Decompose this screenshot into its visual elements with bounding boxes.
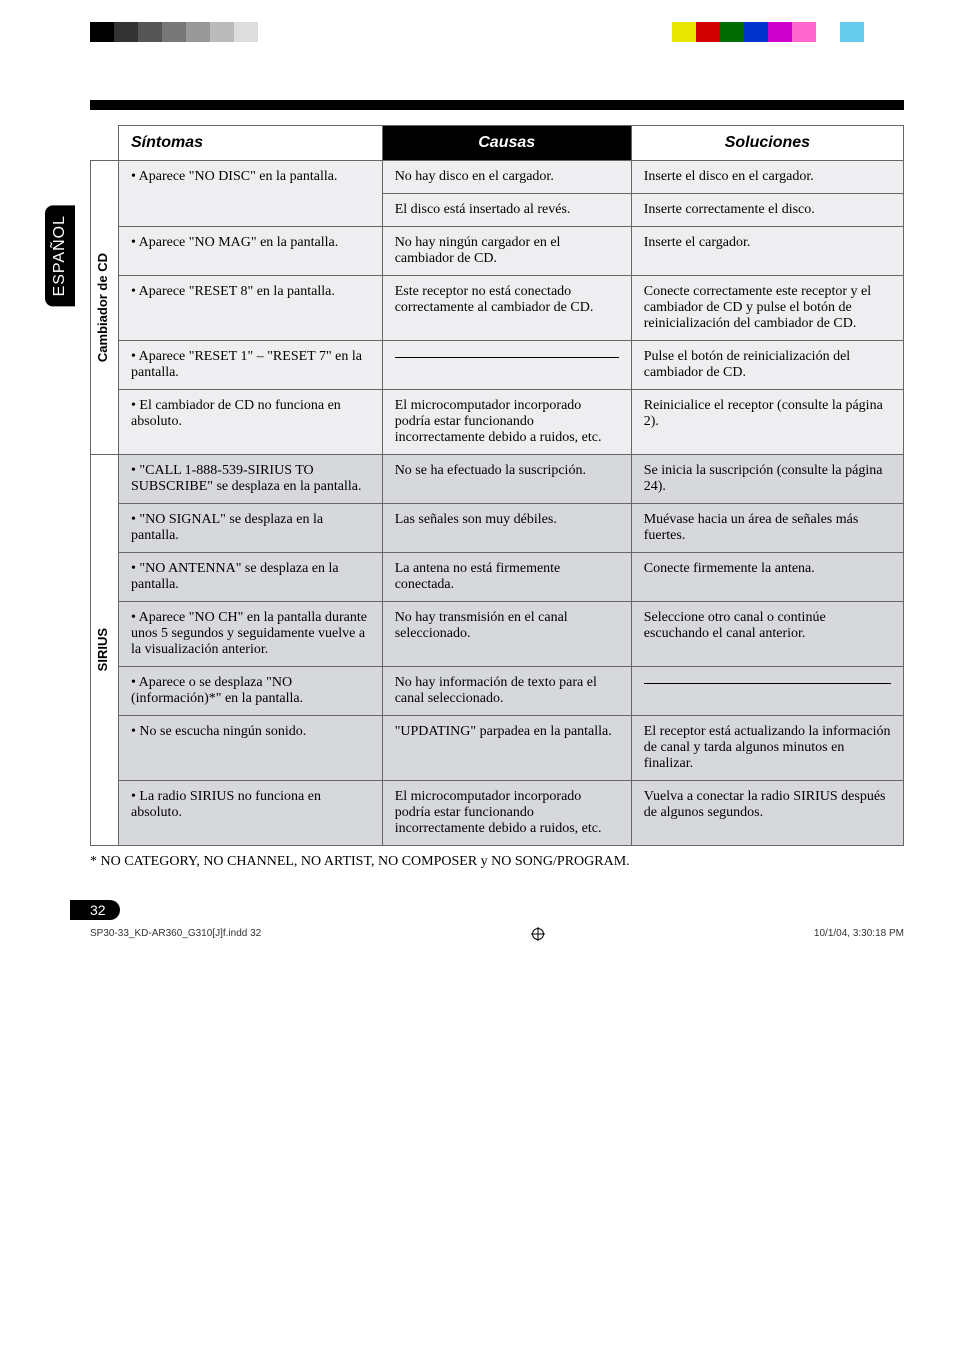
cell-symptom: • No se escucha ningún sonido. xyxy=(119,716,383,781)
cell-solution: Inserte el cargador. xyxy=(631,227,903,276)
dash-icon xyxy=(644,683,891,684)
cell-symptom: • Aparece o se desplaza "NO (información… xyxy=(119,667,383,716)
swatch xyxy=(744,22,768,42)
table-row: • Aparece "RESET 8" en la pantalla. Este… xyxy=(91,276,904,341)
cell-symptom: • "NO SIGNAL" se desplaza en la pantalla… xyxy=(119,504,383,553)
table-row: • Aparece "NO MAG" en la pantalla. No ha… xyxy=(91,227,904,276)
swatch xyxy=(840,22,864,42)
table-row: • "NO SIGNAL" se desplaza en la pantalla… xyxy=(91,504,904,553)
cell-solution: Vuelva a conectar la radio SIRIUS despué… xyxy=(631,781,903,846)
grayscale-bar xyxy=(90,22,282,42)
print-marks xyxy=(0,10,954,40)
cell-symptom: • Aparece "NO CH" en la pantalla durante… xyxy=(119,602,383,667)
cell-solution: Pulse el botón de reinicialización del c… xyxy=(631,341,903,390)
registration-mark-icon xyxy=(532,928,544,940)
cell-solution: Conecte firmemente la antena. xyxy=(631,553,903,602)
page-container: ESPAÑOL Síntomas Causas Soluciones Cambi… xyxy=(0,0,954,960)
footer-timestamp: 10/1/04, 3:30:18 PM xyxy=(814,928,904,940)
col-header-soluciones: Soluciones xyxy=(631,126,903,161)
table-row: • No se escucha ningún sonido. "UPDATING… xyxy=(91,716,904,781)
cell-solution: Seleccione otro canal o continúe escucha… xyxy=(631,602,903,667)
cell-symptom: • "CALL 1-888-539-SIRIUS TO SUBSCRIBE" s… xyxy=(119,455,383,504)
cell-symptom: • "NO ANTENNA" se desplaza en la pantall… xyxy=(119,553,383,602)
table-row: Cambiador de CD • Aparece "NO DISC" en l… xyxy=(91,161,904,194)
section-label-cd: Cambiador de CD xyxy=(91,245,114,370)
swatch xyxy=(696,22,720,42)
swatch xyxy=(234,22,258,42)
troubleshooting-table: Síntomas Causas Soluciones Cambiador de … xyxy=(90,125,904,846)
cell-cause xyxy=(382,341,631,390)
swatch xyxy=(816,22,840,42)
swatch xyxy=(186,22,210,42)
cell-solution: El receptor está actualizando la informa… xyxy=(631,716,903,781)
cell-symptom: • El cambiador de CD no funciona en abso… xyxy=(119,390,383,455)
cell-solution: Se inicia la suscripción (consulte la pá… xyxy=(631,455,903,504)
col-header-sintomas: Síntomas xyxy=(119,126,383,161)
dash-icon xyxy=(395,357,619,358)
cell-solution: Muévase hacia un área de señales más fue… xyxy=(631,504,903,553)
cell-cause: No hay información de texto para el cana… xyxy=(382,667,631,716)
cell-cause: Este receptor no está conectado correcta… xyxy=(382,276,631,341)
swatch xyxy=(792,22,816,42)
table-row: • Aparece "NO CH" en la pantalla durante… xyxy=(91,602,904,667)
color-bar xyxy=(672,22,864,42)
cell-solution: Conecte correctamente este receptor y el… xyxy=(631,276,903,341)
cell-solution: Inserte correctamente el disco. xyxy=(631,194,903,227)
swatch xyxy=(210,22,234,42)
swatch xyxy=(162,22,186,42)
footer: SP30-33_KD-AR360_G310[J]f.indd 32 10/1/0… xyxy=(90,928,904,940)
footer-filename: SP30-33_KD-AR360_G310[J]f.indd 32 xyxy=(90,928,261,940)
table-row: • La radio SIRIUS no funciona en absolut… xyxy=(91,781,904,846)
swatch xyxy=(672,22,696,42)
cell-cause: Las señales son muy débiles. xyxy=(382,504,631,553)
header-rule xyxy=(90,100,904,110)
table-row: • Aparece o se desplaza "NO (información… xyxy=(91,667,904,716)
cell-cause: No hay disco en el cargador. xyxy=(382,161,631,194)
swatch xyxy=(138,22,162,42)
cell-cause: No hay ningún cargador en el cambiador d… xyxy=(382,227,631,276)
footnote: * NO CATEGORY, NO CHANNEL, NO ARTIST, NO… xyxy=(90,854,904,870)
cell-solution: Reinicialice el receptor (consulte la pá… xyxy=(631,390,903,455)
cell-symptom: • Aparece "RESET 1" – "RESET 7" en la pa… xyxy=(119,341,383,390)
table-row: • El cambiador de CD no funciona en abso… xyxy=(91,390,904,455)
cell-solution: Inserte el disco en el cargador. xyxy=(631,161,903,194)
swatch xyxy=(90,22,114,42)
cell-symptom: • La radio SIRIUS no funciona en absolut… xyxy=(119,781,383,846)
table-row: • "NO ANTENNA" se desplaza en la pantall… xyxy=(91,553,904,602)
cell-cause: No hay transmisión en el canal seleccion… xyxy=(382,602,631,667)
swatch xyxy=(114,22,138,42)
table-row: SIRIUS • "CALL 1-888-539-SIRIUS TO SUBSC… xyxy=(91,455,904,504)
language-tab: ESPAÑOL xyxy=(45,205,75,306)
cell-cause: El microcomputador incorporado podría es… xyxy=(382,390,631,455)
section-label-sirius: SIRIUS xyxy=(91,620,114,679)
cell-cause: El microcomputador incorporado podría es… xyxy=(382,781,631,846)
cell-symptom: • Aparece "NO DISC" en la pantalla. xyxy=(119,161,383,227)
cell-cause: El disco está insertado al revés. xyxy=(382,194,631,227)
cell-cause: La antena no está firmemente conectada. xyxy=(382,553,631,602)
table-header-row: Síntomas Causas Soluciones xyxy=(91,126,904,161)
cell-solution xyxy=(631,667,903,716)
swatch xyxy=(258,22,282,42)
page-number: 32 xyxy=(70,900,120,920)
cell-symptom: • Aparece "NO MAG" en la pantalla. xyxy=(119,227,383,276)
cell-cause: No se ha efectuado la suscripción. xyxy=(382,455,631,504)
cell-cause: "UPDATING" parpadea en la pantalla. xyxy=(382,716,631,781)
col-header-causas: Causas xyxy=(382,126,631,161)
table-row: • Aparece "RESET 1" – "RESET 7" en la pa… xyxy=(91,341,904,390)
swatch xyxy=(768,22,792,42)
cell-symptom: • Aparece "RESET 8" en la pantalla. xyxy=(119,276,383,341)
swatch xyxy=(720,22,744,42)
